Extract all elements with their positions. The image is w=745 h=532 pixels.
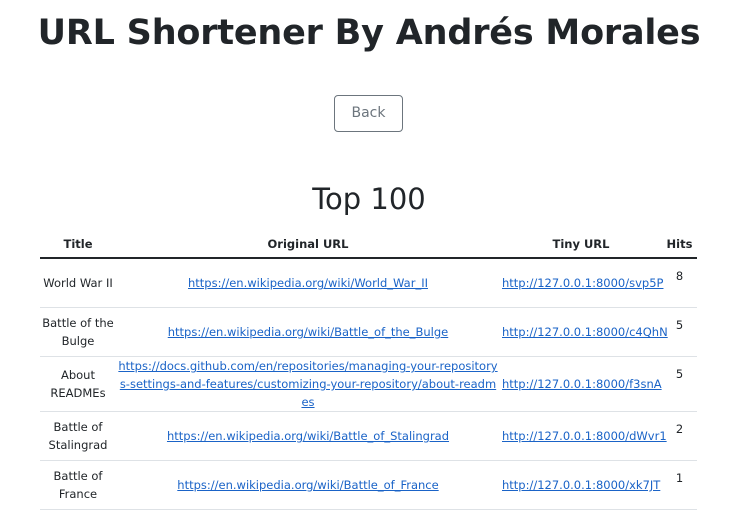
- row-tiny-url-cell: http://127.0.0.1:8000/xk7JT: [500, 460, 662, 510]
- tiny-url-link[interactable]: http://127.0.0.1:8000/c4QhN: [502, 325, 668, 339]
- row-tiny-url-cell: http://127.0.0.1:8000/svp5P: [500, 258, 664, 308]
- row-hits: 5: [662, 356, 697, 412]
- tiny-url-link[interactable]: http://127.0.0.1:8000/xk7JT: [502, 478, 661, 492]
- back-button[interactable]: Back: [334, 95, 403, 132]
- column-header-title: Title: [40, 230, 116, 259]
- table-row: World War II https://en.wikipedia.org/wi…: [40, 258, 697, 308]
- row-original-url-cell: https://en.wikipedia.org/wiki/Battle_of_…: [116, 307, 500, 357]
- column-header-tiny-url: Tiny URL: [500, 230, 662, 259]
- row-title: World War II: [40, 258, 116, 308]
- row-original-url-cell: https://en.wikipedia.org/wiki/World_War_…: [116, 258, 500, 308]
- row-hits: 5: [662, 307, 697, 357]
- tiny-url-link[interactable]: http://127.0.0.1:8000/svp5P: [502, 276, 664, 290]
- row-hits: 1: [662, 460, 697, 510]
- row-tiny-url-cell: http://127.0.0.1:8000/c4QhN: [500, 307, 668, 357]
- row-title: Battle of Stalingrad: [40, 411, 116, 461]
- row-title: Battle of the Bulge: [40, 307, 116, 357]
- row-tiny-url-cell: http://127.0.0.1:8000/f3snA: [500, 356, 662, 412]
- original-url-link[interactable]: https://en.wikipedia.org/wiki/Battle_of_…: [177, 478, 439, 492]
- section-title: Top 100: [312, 182, 426, 216]
- column-header-original-url: Original URL: [116, 230, 500, 259]
- original-url-link[interactable]: https://en.wikipedia.org/wiki/Battle_of_…: [166, 429, 450, 443]
- table-row: Battle of the Bulge https://en.wikipedia…: [40, 307, 697, 357]
- row-title: About READMEs: [40, 356, 116, 412]
- original-url-link[interactable]: https://en.wikipedia.org/wiki/Battle_of_…: [167, 325, 449, 339]
- row-title: Battle of France: [40, 460, 116, 510]
- page-title: URL Shortener By Andrés Morales: [37, 13, 701, 53]
- row-original-url-cell: https://docs.github.com/en/repositories/…: [116, 356, 500, 412]
- table-row: Battle of France https://en.wikipedia.or…: [40, 460, 697, 510]
- table-header-row: Title Original URL Tiny URL Hits: [40, 230, 697, 259]
- table-row: Battle of Stalingrad https://en.wikipedi…: [40, 411, 697, 461]
- row-hits: 8: [662, 258, 697, 308]
- tiny-url-link[interactable]: http://127.0.0.1:8000/f3snA: [502, 377, 662, 391]
- table-row: About READMEs https://docs.github.com/en…: [40, 356, 697, 412]
- row-tiny-url-cell: http://127.0.0.1:8000/dWvr1: [500, 411, 667, 461]
- original-url-link[interactable]: https://docs.github.com/en/repositories/…: [118, 359, 498, 409]
- row-original-url-cell: https://en.wikipedia.org/wiki/Battle_of_…: [116, 460, 500, 510]
- urls-table: Title Original URL Tiny URL Hits World W…: [40, 230, 697, 510]
- row-hits: 2: [662, 411, 697, 461]
- tiny-url-link[interactable]: http://127.0.0.1:8000/dWvr1: [502, 429, 667, 443]
- row-original-url-cell: https://en.wikipedia.org/wiki/Battle_of_…: [116, 411, 500, 461]
- column-header-hits: Hits: [662, 230, 697, 259]
- original-url-link[interactable]: https://en.wikipedia.org/wiki/World_War_…: [188, 276, 428, 290]
